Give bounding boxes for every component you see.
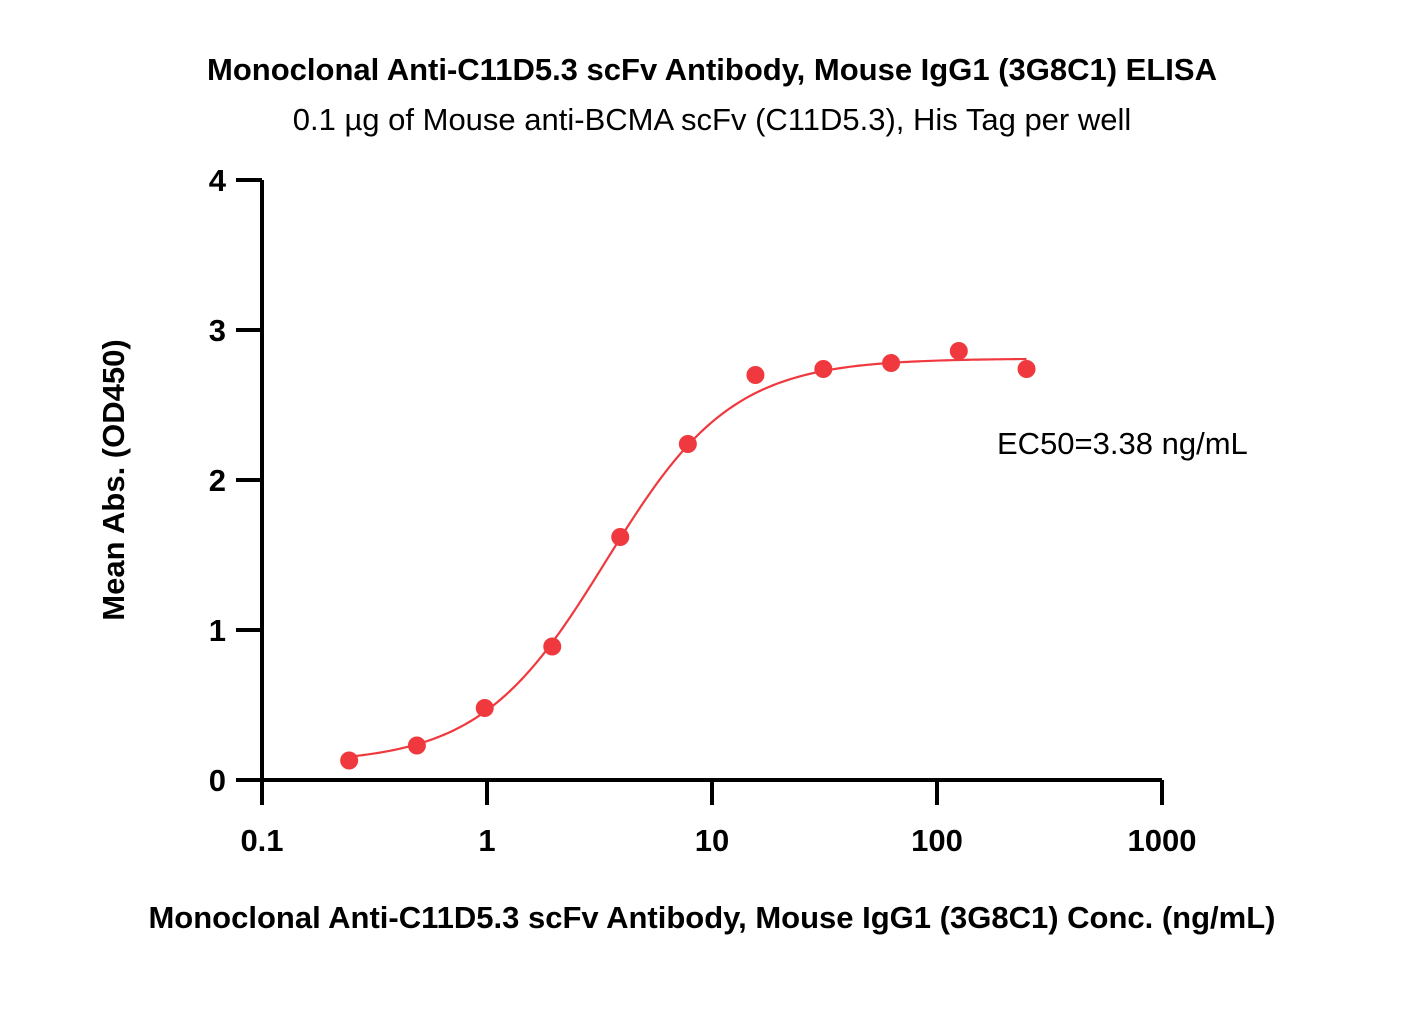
data-point [678,435,697,453]
data-point [543,637,562,656]
chart-title: Monoclonal Anti-C11D5.3 scFv Antibody, M… [207,52,1217,87]
y-ticks: 0 1 2 3 4 [209,163,262,798]
x-tick-label: 1000 [1128,823,1197,858]
fit-curve [349,357,1027,758]
x-tick-label: 1 [478,823,495,858]
x-tick-label: 100 [911,823,963,858]
data-point [1017,360,1036,378]
plot-axes [236,180,1162,782]
x-axis-label: Monoclonal Anti-C11D5.3 scFv Antibody, M… [148,900,1275,935]
data-point [882,354,901,372]
y-tick-label: 3 [209,313,226,348]
data-point [340,751,359,770]
data-points [340,342,1036,770]
ec50-annotation: EC50=3.38 ng/mL [997,426,1248,461]
y-tick-label: 2 [209,463,226,498]
y-axis-label: Mean Abs. (OD450) [96,339,131,620]
x-tick-label: 10 [695,823,729,858]
data-point [814,360,833,378]
x-ticks: 0.1 1 10 100 1000 [240,780,1196,858]
y-tick-label: 4 [209,163,227,198]
chart-subtitle: 0.1 µg of Mouse anti-BCMA scFv (C11D5.3)… [293,102,1132,137]
data-point [611,528,630,546]
data-point [746,366,765,384]
data-point [407,736,426,755]
y-tick-label: 1 [209,613,226,648]
y-tick-label: 0 [209,763,226,798]
data-point [949,342,968,360]
x-tick-label: 0.1 [240,823,283,858]
data-point [475,699,494,717]
